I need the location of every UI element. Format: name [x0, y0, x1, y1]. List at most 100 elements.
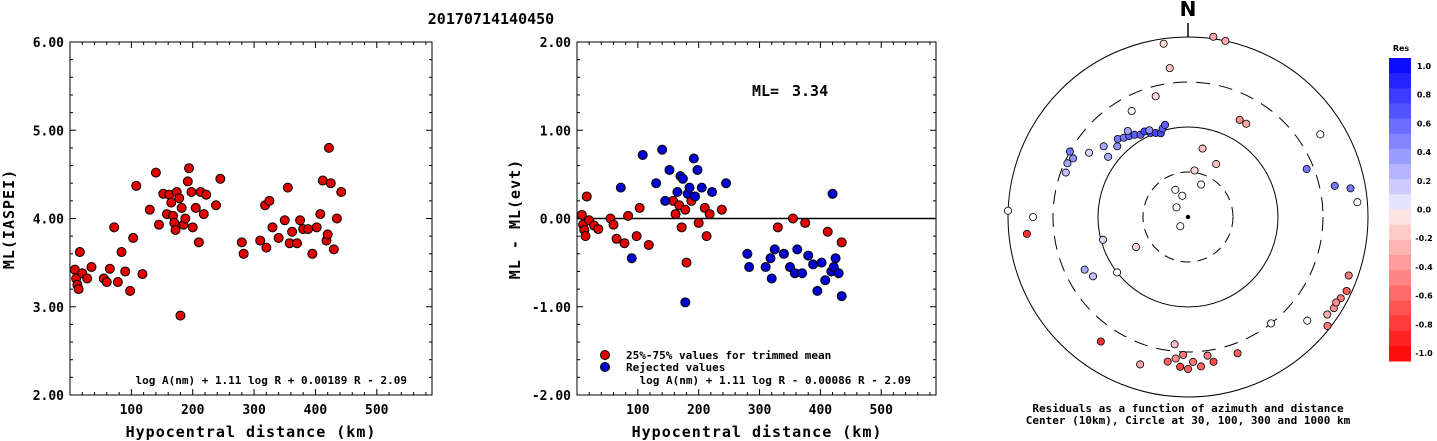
left-points [69, 142, 347, 321]
colorbar-swatch [1389, 118, 1411, 135]
trimmed-data-point [611, 233, 622, 244]
trimmed-data-point [704, 209, 715, 220]
middle-y-axis-label: ML - ML(evt) [506, 159, 524, 279]
station-marker [1323, 321, 1332, 330]
middle-y-ticks: -2.00 -1.00 0.00 1.00 2.00 [532, 36, 936, 404]
station-marker [1198, 144, 1207, 153]
trimmed-data-point [822, 226, 833, 237]
rejected-data-point [672, 187, 683, 198]
left-data-point [255, 235, 266, 246]
station-marker [1163, 357, 1172, 366]
colorbar-swatch [1389, 300, 1411, 317]
rejected-data-point [664, 164, 675, 175]
colorbar: Res 1.0 0.8 0.6 0.4 0.2 0.0 -0.2 -0.4 -0.6 -0.8 -1… [1389, 44, 1433, 362]
rejected-data-point [769, 244, 780, 255]
rejected-data-point [692, 164, 703, 175]
station-marker [1165, 64, 1174, 73]
left-y-tick-label: 5.00 [33, 124, 64, 139]
rejected-data-point [836, 291, 847, 302]
ring-1000km [1007, 36, 1369, 398]
left-data-point [193, 237, 204, 248]
colorbar-swatch [1389, 88, 1411, 104]
left-data-point [170, 224, 181, 235]
station-marker [1099, 142, 1108, 151]
colorbar-swatch [1389, 73, 1411, 89]
station-marker [1080, 265, 1089, 274]
left-data-point [198, 209, 209, 220]
left-data-point [116, 247, 127, 258]
figure-title: 20170714140450 [428, 10, 554, 28]
middle-x-tick-label: 300 [748, 403, 772, 418]
colorbar-swatch [1389, 285, 1411, 301]
left-data-point [74, 247, 85, 258]
left-data-point [182, 176, 193, 187]
residual-map: N Residuals as a function of azimuth and… [1004, 0, 1369, 427]
legend-label-trimmed: 25%-75% values for trimmed mean [626, 349, 831, 362]
rejected-data-point [766, 273, 777, 284]
station-marker [1176, 362, 1185, 371]
trimmed-data-point [608, 219, 619, 230]
left-x-tick-label: 200 [181, 403, 205, 418]
middle-x-axis-label: Hypocentral distance (km) [632, 423, 883, 441]
rejected-data-point [765, 253, 776, 264]
station-marker [1179, 350, 1188, 359]
rejected-data-point [830, 253, 841, 264]
left-data-point [273, 232, 284, 243]
station-marker [1342, 286, 1351, 295]
middle-y-tick-label: 2.00 [540, 36, 571, 51]
trimmed-data-point [576, 209, 587, 220]
left-data-point [323, 142, 334, 153]
left-x-tick-label: 400 [304, 403, 328, 418]
station-marker [1161, 120, 1170, 129]
rejected-data-point [688, 153, 699, 164]
station-marker [1159, 39, 1168, 48]
left-data-point [82, 273, 93, 284]
trimmed-data-point [676, 222, 687, 233]
left-data-point [238, 248, 249, 259]
station-marker [1145, 126, 1154, 135]
left-data-point [307, 248, 318, 259]
colorbar-title: Res [1393, 44, 1410, 53]
left-formula: log A(nm) + 1.11 log R + 0.00189 R - 2.0… [135, 374, 407, 387]
colorbar-swatch [1389, 345, 1411, 362]
middle-plot: -2.00 -1.00 0.00 1.00 2.00 100 200 300 400 500 M… [506, 36, 937, 441]
colorbar-ticks: 1.0 0.8 0.6 0.4 0.2 0.0 -0.2 -0.4 -0.6 -0.8 -1.0 [1415, 62, 1433, 358]
colorbar-swatch [1389, 209, 1411, 226]
left-data-point [287, 226, 298, 237]
legend-marker-rejected [600, 362, 610, 372]
station-marker [1190, 166, 1199, 175]
station-marker [1346, 184, 1355, 193]
station-residuals [1004, 32, 1362, 373]
station-marker [1123, 126, 1132, 135]
middle-legend: 25%-75% values for trimmed mean Rejected… [600, 349, 831, 374]
station-marker [1323, 310, 1332, 319]
rejected-data-point [816, 257, 827, 268]
trimmed-data-point [716, 204, 727, 215]
rejected-data-point [778, 248, 789, 259]
trimmed-data-point [580, 231, 591, 242]
left-data-point [73, 284, 84, 295]
rejected-data-point [680, 297, 691, 308]
station-marker [1063, 159, 1072, 168]
rejected-data-point [637, 149, 648, 160]
station-marker [1197, 180, 1206, 189]
trimmed-data-point [680, 204, 691, 215]
left-y-tick-label: 4.00 [33, 213, 64, 228]
station-marker [1151, 92, 1160, 101]
ring-100km [1097, 126, 1279, 308]
station-marker [1136, 360, 1145, 369]
colorbar-tick-label: 0.0 [1417, 206, 1432, 215]
station-marker [1267, 319, 1276, 328]
colorbar-swatches [1389, 58, 1411, 362]
left-y-ticks: 2.00 3.00 4.00 5.00 6.00 [33, 36, 432, 404]
middle-x-tick-label: 500 [869, 403, 893, 418]
station-marker [1113, 142, 1122, 151]
station-marker [1235, 115, 1244, 124]
trimmed-data-point [701, 231, 712, 242]
trimmed-data-point [619, 238, 630, 249]
trimmed-data-point [788, 213, 799, 224]
rejected-data-point [744, 262, 755, 273]
station-marker [1176, 222, 1185, 231]
station-marker [1189, 357, 1198, 366]
colorbar-swatch [1389, 224, 1411, 241]
